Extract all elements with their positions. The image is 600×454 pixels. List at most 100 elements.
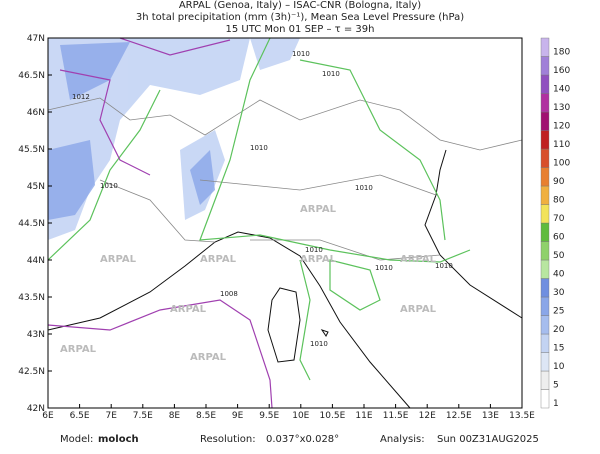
colorbar-box — [540, 130, 550, 150]
contour-label: 1010 — [292, 50, 310, 58]
lon-tick-label: 10E — [292, 411, 309, 421]
colorbar-box — [540, 167, 550, 187]
watermark: ARPAL — [400, 254, 437, 265]
colorbar-label: 70 — [553, 214, 565, 224]
colorbar-box — [540, 37, 550, 57]
footer-value: Sun 00Z31AUG2025 — [437, 434, 539, 445]
watermark: ARPAL — [60, 344, 97, 355]
map-area — [47, 37, 523, 409]
contour-label: 1010 — [310, 340, 328, 348]
colorbar-box — [540, 315, 550, 335]
colorbar-box — [540, 296, 550, 316]
colorbar-label: 160 — [553, 66, 570, 76]
lon-tick-label: 13E — [482, 411, 499, 421]
colorbar-box — [540, 148, 550, 168]
colorbar-box — [540, 185, 550, 205]
contour-label: 1010 — [250, 144, 268, 152]
watermark: ARPAL — [300, 204, 337, 215]
contour-label: 1012 — [72, 93, 90, 101]
watermark: ARPAL — [200, 254, 237, 265]
lat-tick-label: 46N — [27, 108, 45, 118]
contour-label: 1010 — [322, 70, 340, 78]
lat-tick-label: 46.5N — [18, 71, 45, 81]
title-line: 15 UTC Mon 01 SEP – τ = 39h — [226, 24, 375, 35]
footer-value: moloch — [98, 434, 139, 445]
lon-tick-label: 6.5E — [70, 411, 90, 421]
lon-tick-label: 8.5E — [196, 411, 216, 421]
colorbar-label: 100 — [553, 159, 570, 169]
watermark: ARPAL — [400, 304, 437, 315]
colorbar-label: 60 — [553, 233, 565, 243]
colorbar-box — [540, 278, 550, 298]
colorbar-label: 50 — [553, 251, 565, 261]
colorbar-label: 140 — [553, 85, 570, 95]
footer-label: Resolution: — [200, 434, 256, 445]
lon-tick-label: 6E — [42, 411, 54, 421]
colorbar-box — [540, 111, 550, 131]
lon-tick-label: 9E — [232, 411, 244, 421]
colorbar-label: 20 — [553, 325, 565, 335]
lat-tick-label: 44.5N — [18, 219, 45, 229]
lon-tick-label: 8E — [169, 411, 181, 421]
colorbar-box — [540, 389, 550, 409]
colorbar-box — [540, 93, 550, 113]
colorbar-label: 80 — [553, 196, 565, 206]
lon-tick-label: 11.5E — [383, 411, 409, 421]
contour-label: 1010 — [355, 184, 373, 192]
colorbar-box — [540, 241, 550, 261]
colorbar-label: 15 — [553, 344, 564, 354]
lat-tick-label: 44N — [27, 256, 45, 266]
footer-label: Analysis: — [380, 434, 425, 445]
colorbar-label: 30 — [553, 288, 565, 298]
lat-tick-label: 42N — [27, 404, 45, 414]
lat-tick-label: 45.5N — [18, 145, 45, 155]
colorbar-label: 90 — [553, 177, 565, 187]
watermark: ARPAL — [300, 254, 337, 265]
colorbar-box — [540, 259, 550, 279]
footer-value: 0.037°x0.028° — [266, 434, 339, 445]
colorbar-label: 130 — [553, 103, 570, 113]
colorbar-label: 40 — [553, 270, 565, 280]
lon-tick-label: 9.5E — [259, 411, 279, 421]
lon-tick-label: 10.5E — [320, 411, 346, 421]
watermark: ARPAL — [100, 254, 137, 265]
lon-tick-label: 7E — [105, 411, 117, 421]
contour-label: 1008 — [220, 290, 238, 298]
lon-tick-label: 7.5E — [133, 411, 153, 421]
colorbar-box — [540, 222, 550, 242]
colorbar-label: 25 — [553, 307, 564, 317]
lon-tick-label: 12.5E — [446, 411, 472, 421]
colorbar-label: 120 — [553, 122, 570, 132]
colorbar-box — [540, 204, 550, 224]
precip-core — [48, 42, 215, 220]
watermark: ARPAL — [170, 304, 207, 315]
colorbar-box — [540, 370, 550, 390]
colorbar-label: 180 — [553, 48, 570, 58]
title-line: 3h total precipitation (mm (3h)⁻¹), Mean… — [136, 12, 464, 23]
colorbar-box — [540, 333, 550, 353]
colorbar-box — [540, 56, 550, 76]
colorbar-box — [540, 74, 550, 94]
lat-tick-label: 45N — [27, 182, 45, 192]
colorbar-label: 1 — [553, 399, 559, 409]
colorbar-label: 110 — [553, 140, 570, 150]
colorbar-label: 10 — [553, 362, 565, 372]
lon-tick-label: 12E — [419, 411, 436, 421]
contour-label: 1010 — [375, 264, 393, 272]
contour-label: 1010 — [100, 182, 118, 190]
colorbar-box — [540, 352, 550, 372]
lon-tick-label: 13.5E — [509, 411, 535, 421]
contour-label: 1010 — [305, 246, 323, 254]
lon-tick-label: 11E — [355, 411, 372, 421]
isobars-purple — [47, 37, 273, 409]
isobars-1010 — [47, 37, 471, 381]
watermark: ARPAL — [190, 352, 227, 363]
colorbar-label: 5 — [553, 381, 559, 391]
lat-tick-label: 47N — [27, 34, 45, 44]
title-line: ARPAL (Genoa, Italy) – ISAC-CNR (Bologna… — [179, 0, 421, 11]
footer-label: Model: — [60, 434, 93, 445]
lat-tick-label: 43.5N — [18, 293, 45, 303]
contour-label: 1010 — [435, 262, 453, 270]
lat-tick-label: 42.5N — [18, 367, 45, 377]
